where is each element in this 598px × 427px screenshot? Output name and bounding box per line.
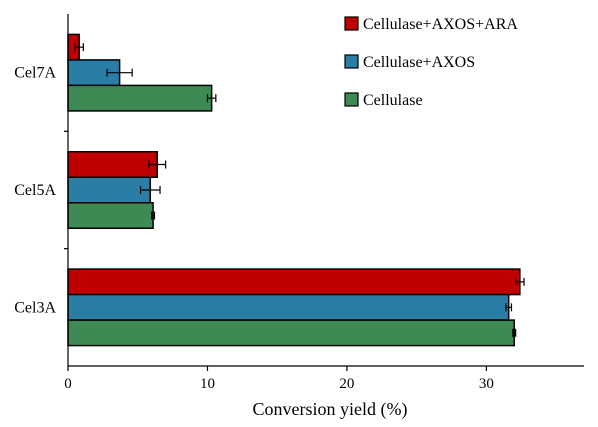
legend-label: Cellulase+AXOS (363, 54, 475, 71)
legend-swatch (344, 16, 359, 31)
error-bar (505, 303, 513, 312)
category-label-group: Cel7A Cel5A Cel3A (14, 65, 68, 316)
x-tick-label: 0 (64, 376, 72, 392)
bar-cel7a-3 (67, 84, 213, 112)
legend-swatch (344, 54, 359, 69)
legend: Cellulase+AXOS+ARA Cellulase+AXOS Cellulas… (344, 16, 518, 109)
x-axis-label: Conversion yield (%) (253, 399, 408, 420)
x-tick-group: 0 10 20 30 (64, 366, 494, 392)
bar-cel3a-2 (67, 293, 510, 321)
legend-swatch (344, 92, 359, 107)
error-bar (515, 277, 525, 286)
error-bar-group (74, 43, 525, 337)
bar-cel5a-1 (67, 151, 159, 178)
legend-label: Cellulase (363, 92, 423, 109)
error-bar (106, 68, 133, 77)
x-tick-label: 10 (200, 376, 215, 392)
legend-item: Cellulase+AXOS (344, 54, 475, 71)
x-tick-label: 20 (339, 376, 354, 392)
error-bar (74, 43, 84, 52)
bar-cel5a-2 (67, 176, 152, 204)
error-bar (206, 94, 217, 103)
category-label: Cel3A (14, 299, 56, 316)
bar-cel5a-3 (67, 202, 154, 229)
legend-item: Cellulase (344, 92, 423, 109)
bar-cel3a-1 (67, 268, 521, 296)
error-bar (151, 211, 156, 220)
legend-item: Cellulase+AXOS+ARA (344, 16, 518, 33)
x-tick-label: 30 (479, 376, 494, 392)
axes (67, 14, 584, 367)
category-label: Cel5A (14, 182, 56, 199)
error-bar (139, 186, 161, 194)
bar-group (67, 33, 521, 347)
error-bar (512, 328, 517, 337)
category-label: Cel7A (14, 65, 56, 82)
legend-label: Cellulase+AXOS+ARA (363, 16, 518, 33)
bar-cel3a-3 (67, 319, 516, 347)
error-bar (148, 160, 167, 169)
